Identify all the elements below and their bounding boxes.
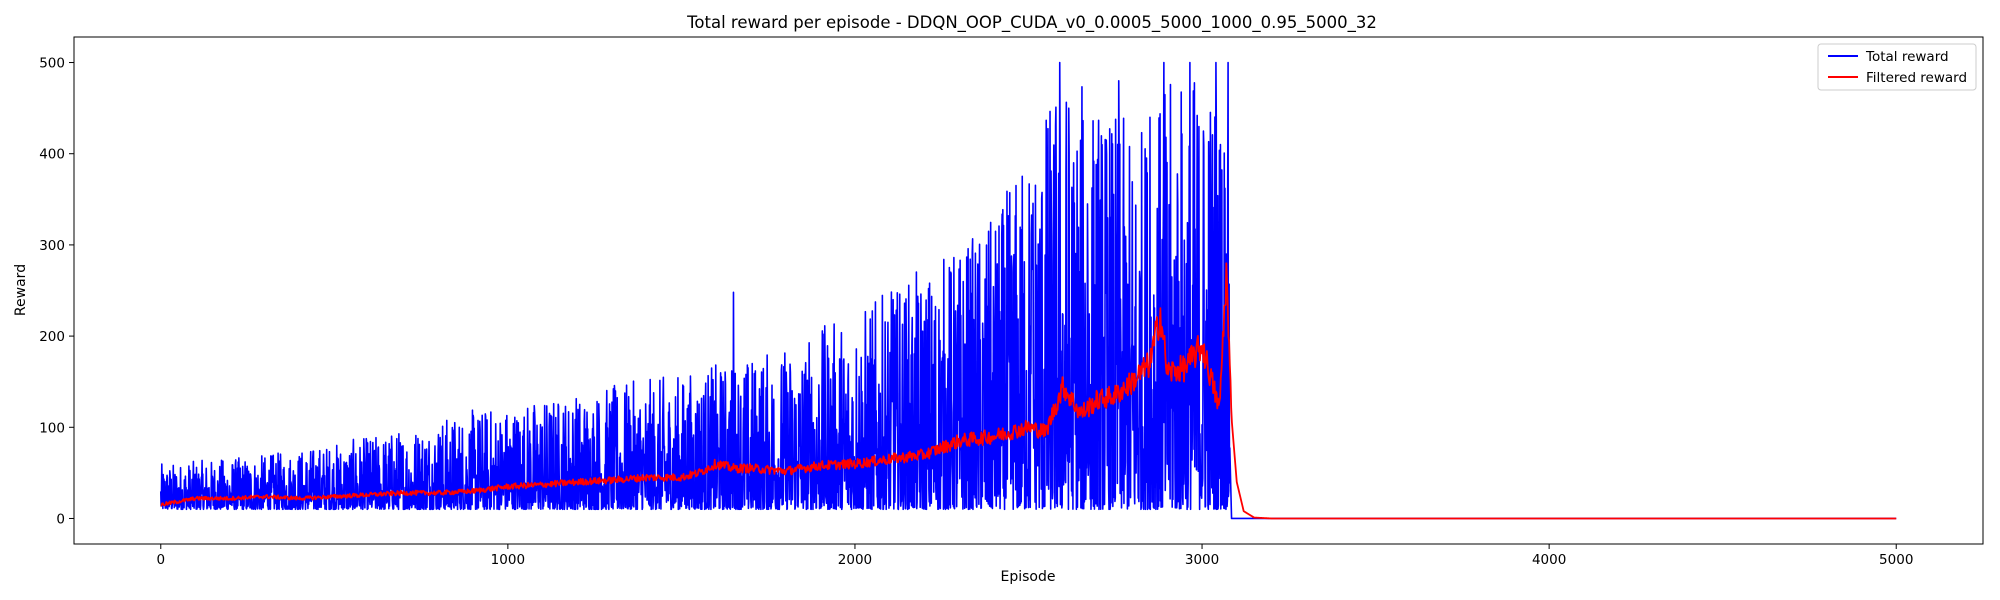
y-axis-ticks: 0 100 200 300 400 500 xyxy=(39,56,74,527)
series-layer xyxy=(159,61,1897,520)
plot-area xyxy=(73,36,1984,545)
y-tick-label: 0 xyxy=(56,511,65,527)
y-tick-label: 300 xyxy=(39,238,65,254)
x-tick-label: 0 xyxy=(156,552,165,568)
y-axis-label: Reward xyxy=(13,264,29,316)
total-reward-line xyxy=(159,61,1897,520)
x-tick-label: 3000 xyxy=(1185,552,1219,568)
chart-title: Total reward per episode - DDQN_OOP_CUDA… xyxy=(686,13,1377,33)
x-axis-label: Episode xyxy=(1001,569,1056,585)
filtered-reward-line xyxy=(160,262,1897,520)
y-tick-label: 200 xyxy=(39,329,65,345)
x-tick-label: 1000 xyxy=(491,552,525,568)
x-tick-label: 2000 xyxy=(838,552,872,568)
legend-label-total: Total reward xyxy=(1865,49,1949,65)
x-tick-label: 4000 xyxy=(1532,552,1566,568)
y-tick-label: 500 xyxy=(39,56,65,72)
legend: Total reward Filtered reward xyxy=(1817,43,1977,91)
legend-label-filtered: Filtered reward xyxy=(1866,70,1967,86)
y-tick-label: 400 xyxy=(39,147,65,163)
x-tick-label: 5000 xyxy=(1879,552,1913,568)
x-axis-ticks: 0 1000 2000 3000 4000 5000 xyxy=(156,544,1913,568)
y-tick-label: 100 xyxy=(39,420,65,436)
